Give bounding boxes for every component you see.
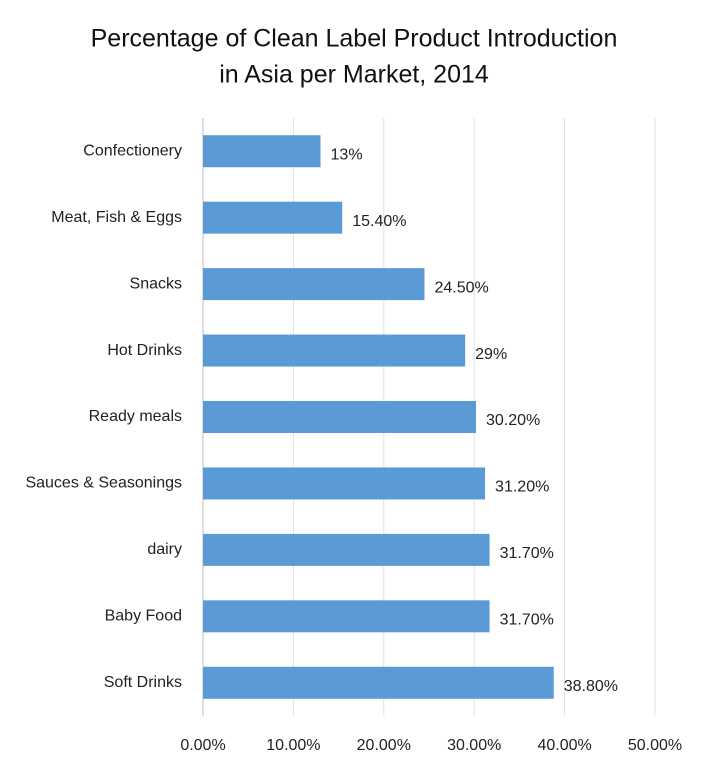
y-tick-label: Baby Food [105,608,182,625]
data-label: 31.20% [495,479,549,496]
data-label: 30.20% [486,412,540,429]
y-tick-label: Soft Drinks [104,674,182,691]
bar [203,467,486,500]
y-tick-label: Ready meals [89,408,182,425]
bar [203,600,490,633]
y-tick-label: Hot Drinks [107,342,182,359]
bar [203,135,321,168]
x-tick-label: 0.00% [180,737,225,754]
x-tick-label: 30.00% [447,737,501,754]
y-tick-label: Sauces & Seasonings [25,475,182,492]
y-tick-label: Snacks [130,275,182,292]
x-tick-label: 20.00% [357,737,411,754]
bar [203,268,425,301]
x-tick-label: 40.00% [537,737,591,754]
y-tick-label: Meat, Fish & Eggs [51,209,182,226]
chart-title: in Asia per Market, 2014 [219,61,489,89]
data-label: 13% [331,146,363,163]
bar [203,533,490,566]
data-label: 29% [475,346,507,363]
bar [203,201,343,234]
bar [203,334,466,367]
data-label: 31.70% [500,612,554,629]
y-tick-label: Confectionery [83,142,182,159]
y-tick-label: dairy [147,541,182,558]
bar [203,401,477,433]
data-label: 31.70% [500,545,554,562]
chart-title: Percentage of Clean Label Product Introd… [91,25,618,53]
data-label: 38.80% [564,678,618,695]
data-label: 15.40% [352,213,406,230]
data-label: 24.50% [434,279,488,296]
x-tick-label: 50.00% [628,737,682,754]
bar [203,666,554,699]
x-tick-label: 10.00% [266,737,320,754]
